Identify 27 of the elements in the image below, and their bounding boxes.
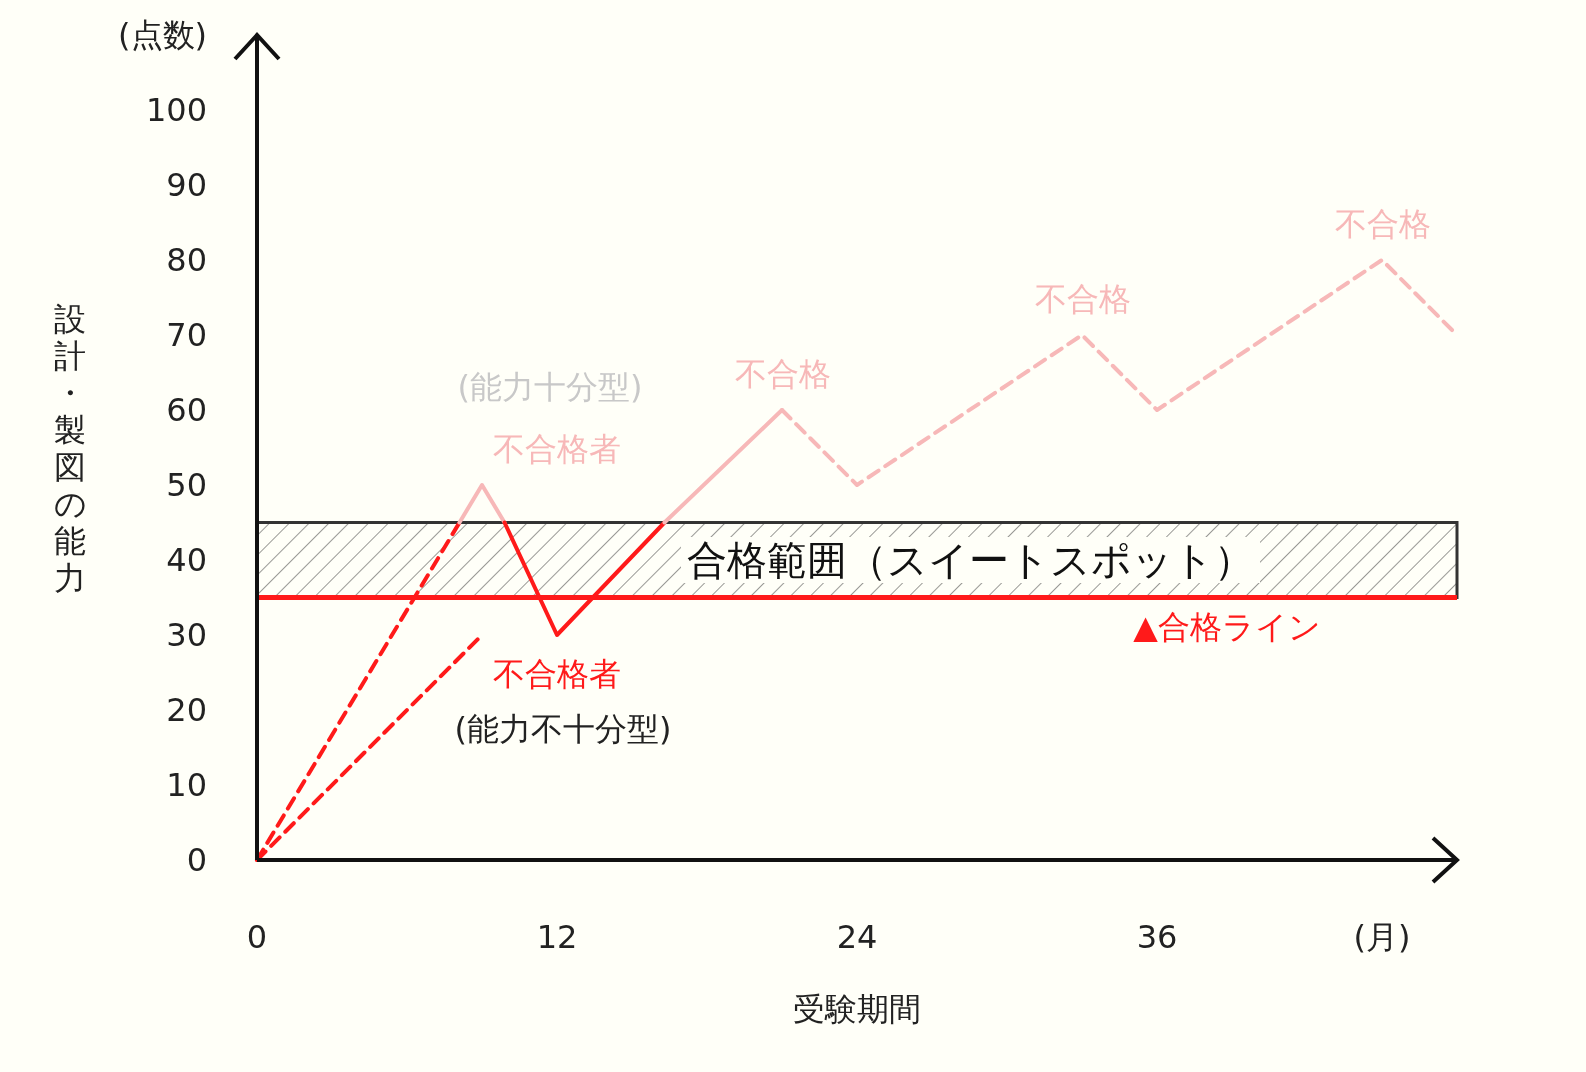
- annotation: 不合格者: [493, 655, 621, 693]
- y-tick-label: 80: [166, 241, 207, 279]
- x-axis-title: 受験期間: [793, 990, 921, 1028]
- annotation: 不合格: [1035, 280, 1131, 318]
- x-tick-label: 24: [836, 918, 878, 956]
- y-tick-label: 0: [186, 841, 207, 879]
- y-tick-label: 100: [145, 91, 207, 129]
- y-tick-label: 50: [166, 466, 207, 504]
- x-tick-label: 36: [1136, 918, 1178, 956]
- y-axis-title: 設計・製図の能力: [53, 300, 87, 597]
- annotation: 不合格: [735, 355, 831, 393]
- y-tick-label: (点数): [118, 16, 207, 54]
- x-tick-label: 0: [246, 918, 268, 956]
- y-tick-label: 30: [166, 616, 207, 654]
- annotation: (能力不十分型): [454, 710, 672, 748]
- annotation: 不合格者: [493, 430, 621, 468]
- ref-line-label: ▲合格ライン: [1133, 607, 1321, 646]
- y-tick-label: 10: [166, 766, 207, 804]
- y-tick-label: 70: [166, 316, 207, 354]
- y-tick-label: 40: [166, 541, 207, 579]
- y-tick-label: 60: [166, 391, 207, 429]
- x-tick-label: 12: [536, 918, 578, 956]
- band-label: 合格範囲（スイートスポット）: [687, 537, 1254, 583]
- y-tick-label: 90: [166, 166, 207, 204]
- y-tick-label: 20: [166, 691, 207, 729]
- annotation: 不合格: [1335, 205, 1431, 243]
- x-tick-label: (月): [1353, 918, 1411, 956]
